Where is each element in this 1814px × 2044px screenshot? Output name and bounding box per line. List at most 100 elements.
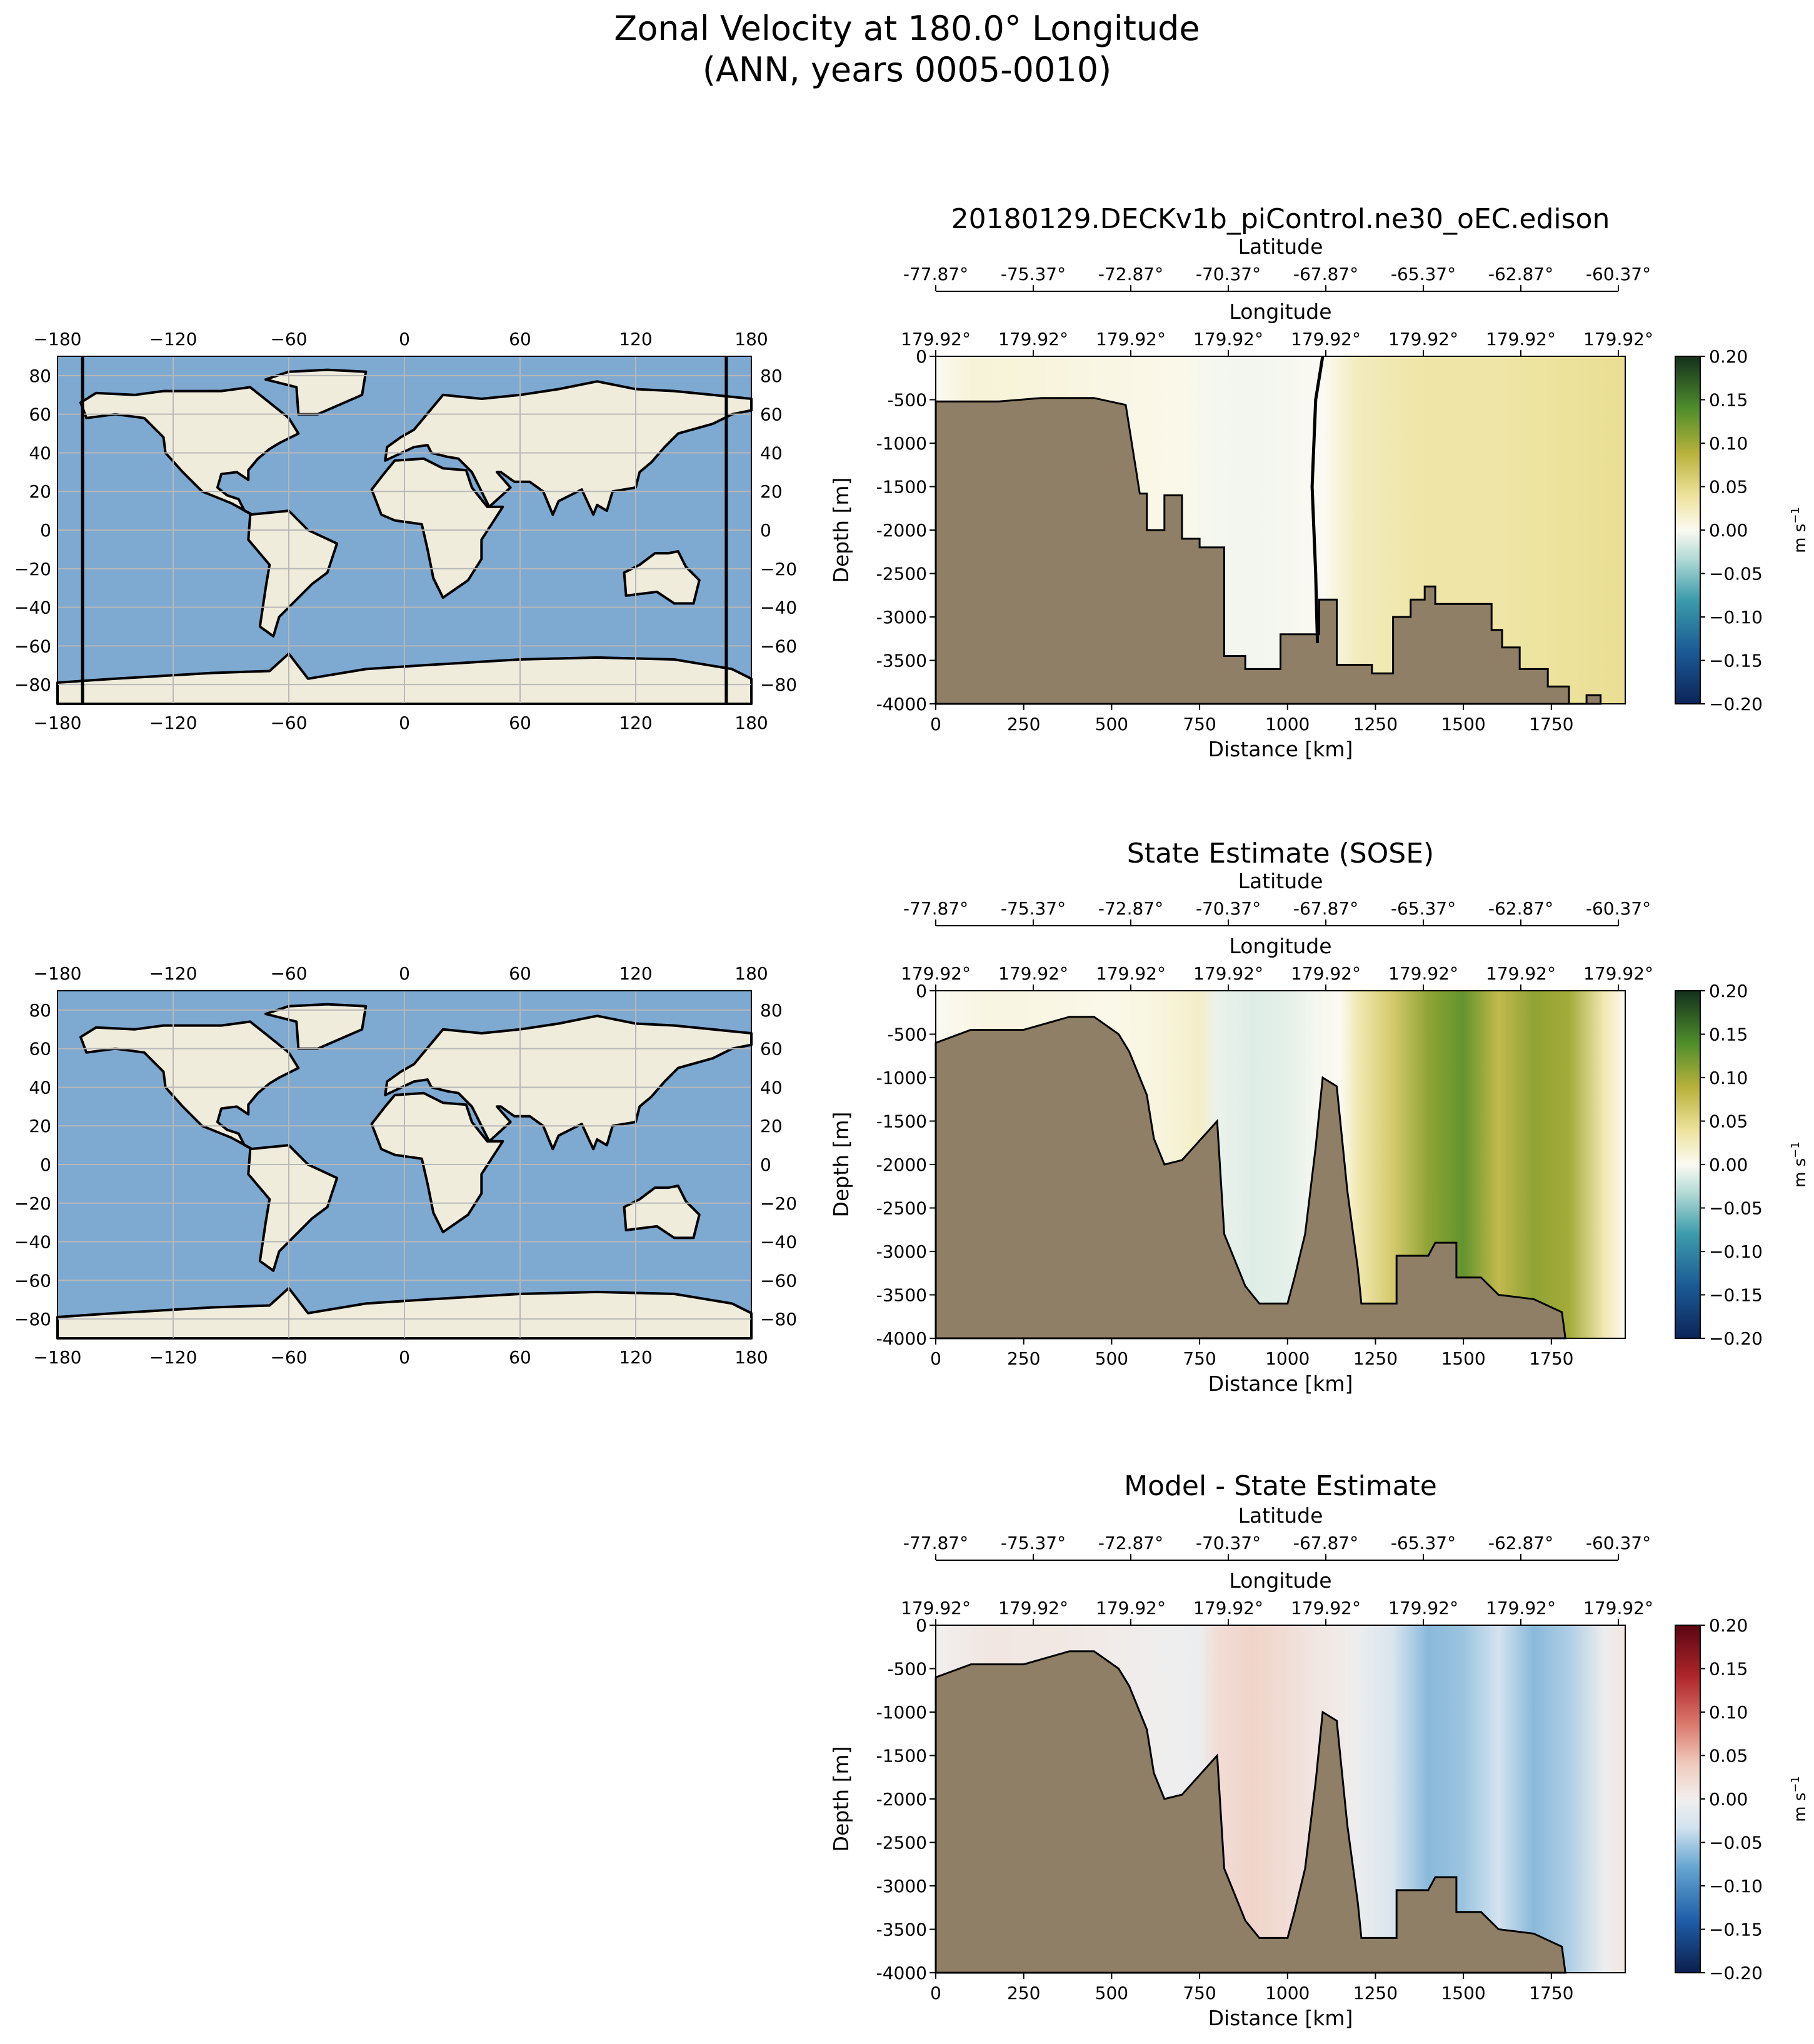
longitude-tick-label: 179.92°	[901, 1598, 971, 1618]
colorbar-unit-label: m s−1	[1789, 1141, 1810, 1188]
depth-tick-label: -500	[887, 1659, 927, 1680]
latitude-tick-label: -77.87°	[903, 898, 968, 919]
distance-tick-label: 1250	[1353, 1348, 1398, 1369]
map-lat-tick-left: −40	[14, 1232, 51, 1253]
map-lon-tick-top: −120	[149, 963, 198, 984]
map-lon-tick-top: 120	[619, 329, 652, 349]
map-lon-tick-top: 120	[619, 963, 652, 984]
colorbar-tick-label: 0.10	[1709, 433, 1748, 454]
map-lat-tick-left: 0	[40, 1155, 51, 1175]
distance-tick-label: 1500	[1441, 1348, 1485, 1369]
latitude-tick-label: -65.37°	[1391, 1533, 1456, 1553]
map-lat-tick-left: −40	[14, 598, 51, 618]
colorbar-unit-exponent: −1	[1789, 1776, 1802, 1793]
longitude-tick-label: 179.92°	[1291, 963, 1361, 984]
longitude-tick-label: 179.92°	[998, 329, 1068, 349]
latitude-tick-label: -77.87°	[903, 1533, 968, 1553]
colorbar-tick-label: 0.20	[1709, 346, 1748, 367]
bathymetry	[935, 1650, 1567, 1974]
map-lon-tick-top: 0	[399, 963, 410, 984]
latitude-tick-label: -60.37°	[1586, 898, 1651, 919]
map-lat-tick-right: −80	[760, 674, 797, 695]
longitude-tick-label: 179.92°	[1486, 329, 1556, 349]
depth-tick-label: 0	[916, 981, 927, 1001]
distance-tick-label: 250	[1007, 1348, 1040, 1369]
section-panel-2: State Estimate (SOSE) 0 -500 -1000 -1500 -200…	[829, 838, 1810, 1396]
longitude-tick-label: 179.92°	[1193, 329, 1263, 349]
map-lon-tick-bottom: 120	[619, 1347, 652, 1368]
distance-tick-label: 1500	[1441, 714, 1485, 734]
colorbar-tick-label: −0.10	[1709, 607, 1763, 628]
map-lon-tick-top: 0	[399, 329, 410, 349]
longitude-tick-label: 179.92°	[1388, 963, 1458, 984]
colorbar-tick-label: 0.20	[1709, 1615, 1748, 1636]
longitude-tick-label: 179.92°	[1193, 963, 1263, 984]
map-lon-tick-top: −60	[270, 963, 307, 984]
colorbar-tick-label: 0.00	[1709, 1155, 1748, 1175]
map-lat-tick-right: −80	[760, 1309, 797, 1330]
colorbar-tick-label: −0.05	[1709, 564, 1763, 584]
section-title: State Estimate (SOSE)	[1127, 838, 1434, 869]
map-lat-tick-left: −20	[14, 1193, 51, 1214]
distance-tick-label: 1500	[1441, 1983, 1485, 2003]
distance-tick-label: 1000	[1265, 714, 1310, 734]
map-lat-tick-left: −60	[14, 636, 51, 656]
map-lat-tick-left: 40	[29, 443, 51, 463]
colorbar-unit-base: m s	[1791, 1793, 1810, 1822]
colorbar-tick-label: 0.15	[1709, 390, 1748, 411]
longitude-tick-label: 179.92°	[1583, 963, 1653, 984]
map-lat-tick-right: −40	[760, 598, 797, 618]
latitude-axis-label: Latitude	[1238, 234, 1323, 259]
map-lon-tick-top: −60	[270, 329, 307, 349]
longitude-tick-label: 179.92°	[1193, 1598, 1263, 1618]
map-lon-tick-top: −120	[149, 329, 198, 349]
map-lat-tick-right: 40	[760, 443, 783, 463]
latitude-tick-label: -67.87°	[1293, 898, 1358, 919]
longitude-tick-label: 179.92°	[1096, 1598, 1166, 1618]
distance-axis-label: Distance [km]	[1208, 2006, 1353, 2030]
map-lon-tick-bottom: −60	[270, 1347, 307, 1368]
map-lat-tick-right: 80	[760, 1000, 783, 1021]
depth-tick-label: -2000	[876, 1155, 927, 1175]
latitude-tick-label: -72.87°	[1098, 1533, 1163, 1553]
distance-tick-label: 750	[1183, 1348, 1216, 1369]
map-lon-tick-bottom: 120	[619, 713, 652, 733]
longitude-axis-label: Longitude	[1229, 299, 1331, 324]
longitude-tick-label: 179.92°	[1486, 1598, 1556, 1618]
longitude-tick-label: 179.92°	[998, 1598, 1068, 1618]
depth-tick-label: 0	[916, 346, 927, 367]
bathymetry	[935, 397, 1602, 705]
latitude-tick-label: -67.87°	[1293, 264, 1358, 284]
colorbar-tick-label: −0.05	[1709, 1198, 1763, 1219]
latitude-tick-label: -72.87°	[1098, 898, 1163, 919]
depth-tick-label: -2000	[876, 520, 927, 541]
depth-tick-label: -1000	[876, 433, 927, 454]
distance-tick-label: 0	[930, 714, 941, 734]
latitude-tick-label: -75.37°	[1001, 264, 1066, 284]
map-lat-tick-left: −60	[14, 1270, 51, 1291]
map-lat-tick-left: −80	[14, 1309, 51, 1330]
longitude-tick-label: 179.92°	[1096, 963, 1166, 984]
distance-tick-label: 1000	[1265, 1983, 1310, 2003]
colorbar-unit-base: m s	[1791, 1158, 1810, 1188]
map-lat-tick-right: 60	[760, 1039, 783, 1060]
colorbar-tick-label: −0.15	[1709, 1920, 1763, 1940]
map-lat-tick-right: 20	[760, 1116, 783, 1136]
longitude-tick-label: 179.92°	[901, 963, 971, 984]
depth-tick-label: -2500	[876, 1833, 927, 1853]
colorbar-tick-label: −0.20	[1709, 694, 1763, 714]
colorbar-tick-label: 0.00	[1709, 520, 1748, 541]
depth-tick-label: -500	[887, 390, 927, 411]
colorbar-tick-label: −0.10	[1709, 1241, 1763, 1262]
map-lon-tick-bottom: −120	[149, 713, 198, 733]
world-map-2: −180 −180 −120 −120 −60 −60 0 0 60 60 120 120 180 180…	[14, 963, 797, 1368]
latitude-tick-label: -60.37°	[1586, 1533, 1651, 1553]
map-lat-tick-right: 60	[760, 404, 783, 425]
map-lon-tick-bottom: −180	[34, 1347, 82, 1368]
colorbar-unit-label: m s−1	[1789, 1776, 1810, 1822]
map-lon-tick-bottom: −120	[149, 1347, 198, 1368]
map-lat-tick-right: 0	[760, 520, 771, 541]
colorbar-tick-label: −0.20	[1709, 1963, 1763, 1983]
map-lat-tick-left: 20	[29, 481, 51, 502]
